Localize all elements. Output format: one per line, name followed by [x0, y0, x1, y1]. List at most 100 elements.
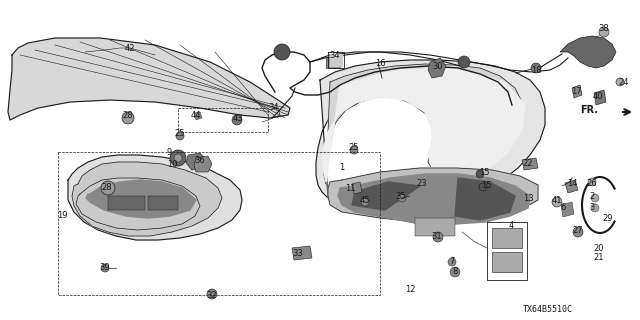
Polygon shape: [186, 153, 206, 170]
Polygon shape: [108, 196, 145, 210]
Circle shape: [101, 181, 115, 195]
Text: 34: 34: [330, 51, 340, 60]
Text: 17: 17: [571, 86, 581, 95]
Text: 15: 15: [479, 167, 489, 177]
Text: 15: 15: [481, 180, 492, 189]
Circle shape: [170, 150, 186, 166]
Text: 6: 6: [560, 203, 566, 212]
Text: 31: 31: [432, 231, 442, 241]
Polygon shape: [326, 57, 340, 68]
Circle shape: [479, 183, 487, 191]
Text: 41: 41: [552, 196, 563, 204]
Text: 28: 28: [102, 182, 112, 191]
Text: TX64B5510C: TX64B5510C: [523, 306, 573, 315]
Text: 19: 19: [57, 211, 67, 220]
Circle shape: [101, 264, 109, 272]
Text: 18: 18: [531, 66, 541, 75]
Circle shape: [350, 146, 358, 154]
Text: 21: 21: [594, 253, 604, 262]
Text: 34: 34: [269, 102, 279, 111]
Text: 36: 36: [195, 156, 205, 164]
Text: 4: 4: [508, 220, 514, 229]
Circle shape: [591, 204, 599, 212]
Text: 24: 24: [619, 77, 629, 86]
Text: 45: 45: [360, 196, 371, 204]
Text: 8: 8: [452, 268, 458, 276]
Polygon shape: [455, 178, 515, 220]
Text: 38: 38: [598, 23, 609, 33]
Circle shape: [588, 178, 596, 186]
Polygon shape: [565, 180, 578, 193]
Circle shape: [531, 63, 541, 73]
Circle shape: [552, 197, 562, 207]
Polygon shape: [522, 158, 538, 170]
Polygon shape: [86, 180, 196, 218]
Text: 33: 33: [292, 249, 303, 258]
Text: 44: 44: [191, 110, 201, 119]
Polygon shape: [352, 182, 362, 194]
Polygon shape: [68, 155, 242, 240]
Text: 23: 23: [417, 179, 428, 188]
Circle shape: [433, 232, 443, 242]
Circle shape: [207, 289, 217, 299]
Polygon shape: [72, 162, 222, 236]
Circle shape: [122, 112, 134, 124]
Polygon shape: [323, 68, 525, 182]
Circle shape: [398, 194, 406, 202]
Text: 10: 10: [167, 159, 177, 169]
Polygon shape: [194, 112, 202, 120]
Circle shape: [591, 194, 599, 202]
Polygon shape: [194, 156, 212, 172]
Text: 3: 3: [589, 203, 595, 212]
Text: 2: 2: [589, 191, 595, 201]
Text: 12: 12: [404, 285, 415, 294]
Text: 40: 40: [593, 92, 604, 100]
Text: 22: 22: [523, 158, 533, 167]
Polygon shape: [560, 36, 616, 68]
Text: FR.: FR.: [580, 105, 598, 115]
Text: 32: 32: [207, 291, 218, 300]
Polygon shape: [572, 85, 582, 98]
Polygon shape: [8, 38, 290, 120]
Polygon shape: [338, 174, 530, 224]
Text: 29: 29: [603, 213, 613, 222]
Polygon shape: [316, 60, 545, 198]
Text: 7: 7: [449, 257, 454, 266]
Text: 35: 35: [396, 191, 406, 201]
Text: 43: 43: [233, 114, 243, 123]
Circle shape: [448, 258, 456, 266]
Text: 13: 13: [523, 194, 533, 203]
Polygon shape: [330, 54, 342, 66]
Text: 39: 39: [100, 262, 110, 271]
Text: 16: 16: [374, 59, 385, 68]
Text: 26: 26: [587, 179, 597, 188]
Text: 25: 25: [349, 142, 359, 151]
Polygon shape: [594, 90, 606, 105]
Text: 28: 28: [123, 110, 133, 119]
Text: 25: 25: [175, 129, 185, 138]
Polygon shape: [324, 64, 522, 184]
Text: 9: 9: [166, 148, 172, 156]
Circle shape: [476, 170, 484, 178]
Circle shape: [573, 227, 583, 237]
Circle shape: [174, 154, 182, 162]
Text: 42: 42: [125, 44, 135, 52]
Text: 30: 30: [433, 61, 444, 70]
Polygon shape: [148, 196, 178, 210]
Polygon shape: [492, 228, 522, 248]
Polygon shape: [492, 252, 522, 272]
Text: 20: 20: [594, 244, 604, 252]
Polygon shape: [328, 168, 538, 222]
Circle shape: [599, 27, 609, 37]
Polygon shape: [352, 182, 420, 210]
Circle shape: [232, 115, 242, 125]
Polygon shape: [561, 202, 574, 217]
Text: 14: 14: [567, 179, 577, 188]
Polygon shape: [415, 218, 455, 236]
Text: 27: 27: [573, 226, 583, 235]
Polygon shape: [428, 58, 446, 78]
Circle shape: [458, 56, 470, 68]
Circle shape: [616, 78, 624, 86]
Circle shape: [274, 44, 290, 60]
Text: 11: 11: [345, 183, 355, 193]
